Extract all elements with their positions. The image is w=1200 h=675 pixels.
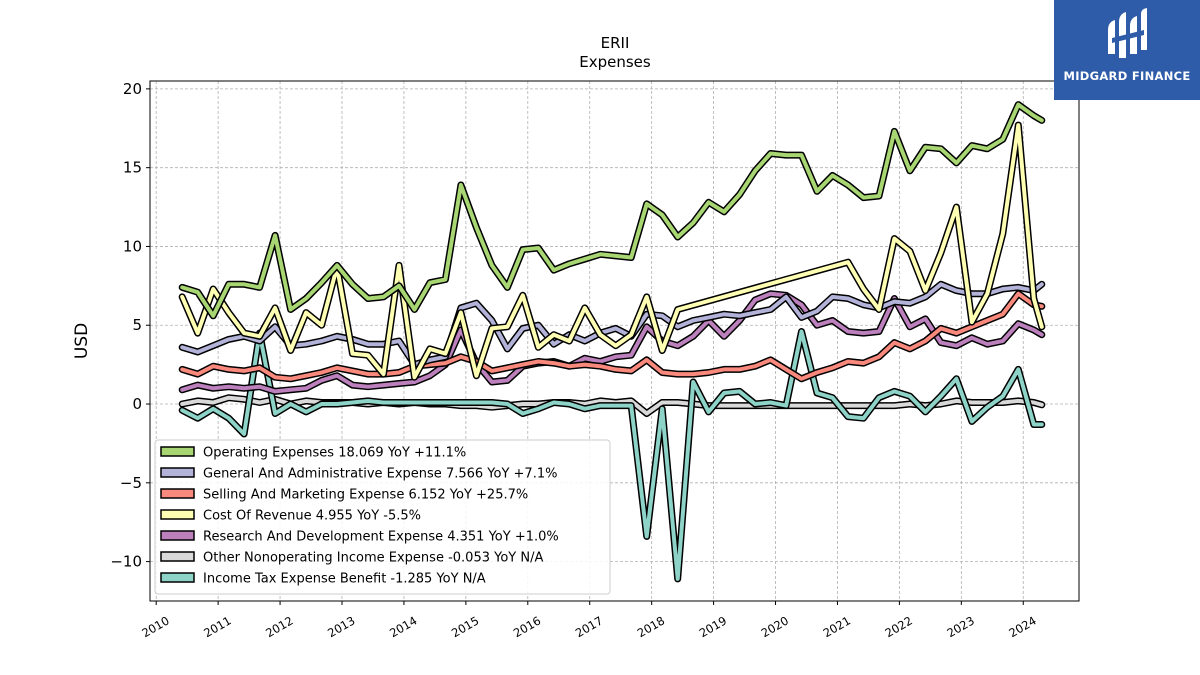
x-tick-label: 2021 xyxy=(821,613,853,640)
x-tick-label: 2014 xyxy=(387,613,419,640)
legend-frame xyxy=(154,439,611,595)
plot-frame xyxy=(149,80,1080,602)
legend-entry-label: Operating Expenses 18.069 YoY +11.1% xyxy=(203,446,466,461)
x-axis: 2010 2011 2012 2013 2014 2015 2016 2017 2018 2019… xyxy=(139,601,1039,640)
series-line xyxy=(180,291,1044,381)
y-tick-label: −5 xyxy=(120,474,142,492)
x-tick-label: 2012 xyxy=(263,613,295,640)
series-line-outline xyxy=(178,290,1046,383)
legend-swatch xyxy=(160,530,195,541)
series-line-outline xyxy=(178,101,1046,320)
legend-swatch xyxy=(160,446,195,457)
y-tick-label: 15 xyxy=(123,159,142,177)
x-tick-label: 2016 xyxy=(511,613,543,640)
x-tick-label: 2010 xyxy=(139,613,171,640)
x-tick-label: 2018 xyxy=(635,613,667,640)
brand-logo: MIDGARD FINANCE xyxy=(1054,0,1200,100)
brand-name: MIDGARD FINANCE xyxy=(1063,69,1191,83)
x-tick-label: 2015 xyxy=(449,613,481,640)
chart-subtitle: Expenses xyxy=(579,53,651,71)
x-tick-label: 2017 xyxy=(573,613,605,640)
y-tick-label: 0 xyxy=(132,395,142,413)
legend-entry-label: Cost Of Revenue 4.955 YoY -5.5% xyxy=(203,509,421,524)
series-lines xyxy=(178,101,1046,583)
legend-swatch xyxy=(160,572,195,583)
x-tick-label: 2011 xyxy=(201,613,233,640)
chart-title: ERII xyxy=(601,34,630,52)
legend-swatch xyxy=(160,488,195,499)
x-tick-label: 2022 xyxy=(883,613,915,640)
y-tick-label: 20 xyxy=(123,80,142,98)
legend-entry-label: Income Tax Expense Benefit -1.285 YoY N/… xyxy=(203,572,486,587)
legend-entry-label: Selling And Marketing Expense 6.152 YoY … xyxy=(203,488,528,503)
legend-swatch xyxy=(160,467,195,478)
x-tick-label: 2024 xyxy=(1006,613,1038,640)
legend-entry-label: Research And Development Expense 4.351 Y… xyxy=(203,530,559,545)
series-line xyxy=(180,102,1044,318)
legend-entry-label: General And Administrative Expense 7.566… xyxy=(203,467,557,482)
x-tick-label: 2013 xyxy=(325,613,357,640)
legend: Operating Expenses 18.069 YoY +11.1% Gene… xyxy=(154,439,611,595)
x-tick-label: 2023 xyxy=(944,613,976,640)
series-line xyxy=(180,282,1044,367)
series-line xyxy=(180,123,1044,380)
legend-swatch xyxy=(160,551,195,562)
series-line xyxy=(180,329,1044,581)
legend-swatch xyxy=(160,509,195,520)
y-tick-label: 5 xyxy=(132,316,142,334)
y-axis: −10 −5 0 5 10 15 20 xyxy=(110,80,150,571)
legend-entry-label: Other Nonoperating Income Expense -0.053… xyxy=(203,551,543,566)
midgard-logo-icon xyxy=(1108,8,1147,58)
series-line xyxy=(180,291,1044,394)
y-tick-label: 10 xyxy=(123,237,142,255)
x-tick-label: 2020 xyxy=(759,613,791,640)
y-tick-label: −10 xyxy=(110,553,142,571)
y-axis-label: USD xyxy=(72,323,92,359)
x-tick-label: 2019 xyxy=(697,613,729,640)
